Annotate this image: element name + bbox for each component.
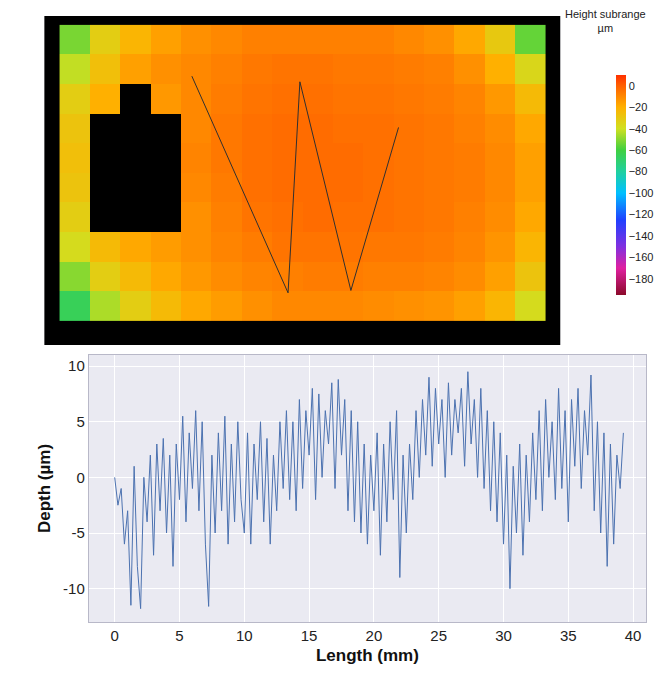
- svg-text:-5: -5: [71, 524, 84, 541]
- svg-text:−60: −60: [629, 144, 648, 156]
- svg-text:15: 15: [301, 627, 318, 644]
- svg-text:Depth (µm): Depth (µm): [35, 444, 54, 533]
- svg-text:20: 20: [366, 627, 383, 644]
- svg-text:−160: −160: [629, 251, 654, 263]
- svg-text:10: 10: [236, 627, 253, 644]
- svg-text:−20: −20: [629, 101, 648, 113]
- svg-text:40: 40: [625, 627, 642, 644]
- svg-text:5: 5: [76, 413, 84, 430]
- svg-text:5: 5: [175, 627, 183, 644]
- svg-text:30: 30: [495, 627, 512, 644]
- svg-text:−140: −140: [629, 230, 654, 242]
- svg-text:−40: −40: [629, 123, 648, 135]
- svg-text:Height subrangeµm: Height subrangeµm: [565, 8, 646, 34]
- svg-text:−100: −100: [629, 187, 654, 199]
- svg-text:−80: −80: [629, 165, 648, 177]
- svg-text:−120: −120: [629, 208, 654, 220]
- svg-text:−180: −180: [629, 273, 654, 285]
- svg-text:25: 25: [430, 627, 447, 644]
- svg-text:0: 0: [111, 627, 119, 644]
- svg-text:0: 0: [629, 80, 635, 92]
- svg-text:0: 0: [76, 469, 84, 486]
- svg-text:35: 35: [560, 627, 577, 644]
- svg-text:10: 10: [68, 357, 85, 374]
- svg-text:Length (mm): Length (mm): [316, 646, 419, 665]
- svg-text:-10: -10: [63, 580, 85, 597]
